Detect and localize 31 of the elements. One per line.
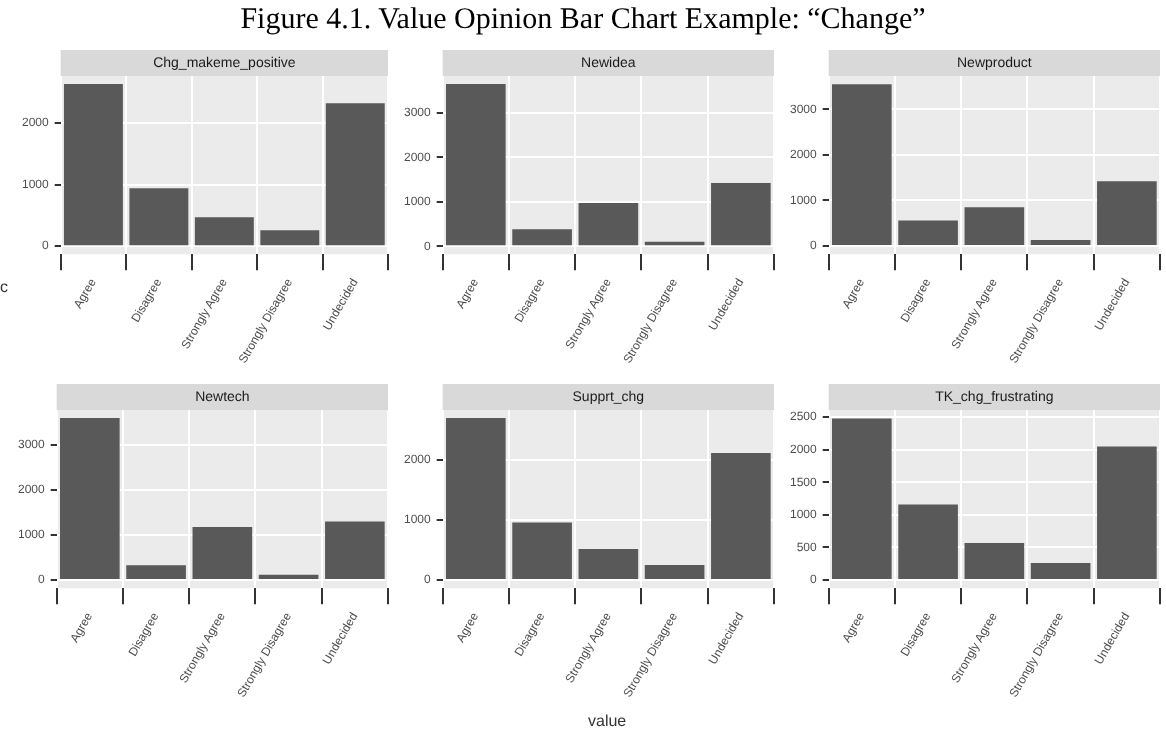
bar (898, 504, 958, 580)
bar (126, 565, 186, 580)
bar (446, 418, 506, 580)
bar (512, 229, 572, 246)
bar (832, 418, 892, 580)
bar (60, 418, 120, 580)
bar (711, 183, 771, 246)
bar (644, 565, 705, 580)
bar (192, 527, 253, 580)
y-axis-title: c (0, 278, 8, 296)
bar (512, 522, 572, 580)
bar (1097, 446, 1157, 580)
bar (325, 103, 385, 246)
bar (964, 207, 1025, 245)
bar (63, 84, 123, 246)
bar (194, 217, 254, 246)
text: Figure 4.1. Value Opinion Bar Chart Example: “Change” (238, 4, 928, 38)
bar (129, 188, 189, 246)
bar (711, 452, 771, 580)
bar (446, 84, 506, 246)
bar (964, 542, 1025, 580)
bar (1030, 563, 1091, 580)
bar (832, 84, 892, 245)
bar (260, 230, 320, 246)
bar (258, 574, 319, 580)
bar (578, 548, 639, 580)
bar (898, 220, 958, 245)
x-axis-title: value (588, 712, 627, 730)
bar (1097, 181, 1157, 245)
bar (578, 203, 639, 246)
bar (325, 521, 385, 580)
